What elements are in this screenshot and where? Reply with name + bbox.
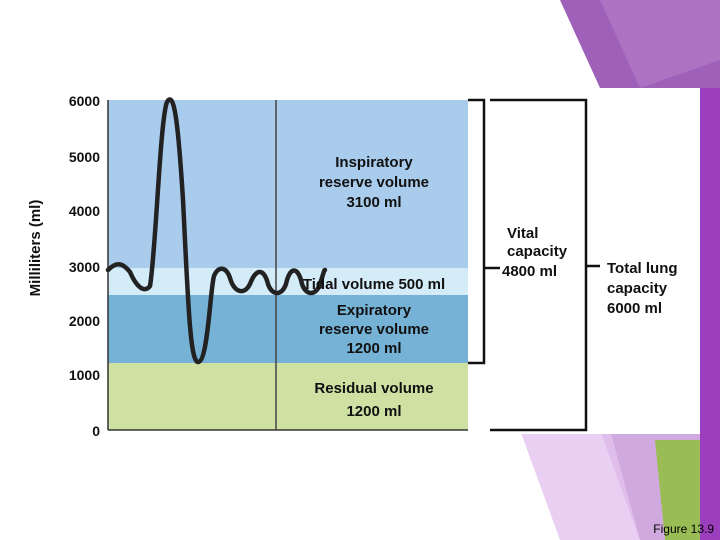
purple-facet-light [600,0,720,88]
inspiratory-reserve-band [108,100,468,268]
vital-capacity-label: capacity [507,243,568,260]
expiratory-reserve-value: 1200 ml [346,340,401,357]
y-tick-1000: 1000 [69,367,100,383]
y-tick-0: 0 [92,423,100,439]
residual-volume-band [108,363,468,430]
total-lung-capacity-label: Total lung [607,260,678,277]
total-lung-capacity-value: 6000 ml [607,300,662,317]
y-tick-6000: 6000 [69,93,100,109]
vital-capacity-bracket [468,98,486,365]
inspiratory-reserve-value: 3100 ml [346,194,401,211]
residual-volume-value: 1200 ml [346,403,401,420]
inspiratory-reserve-label: Inspiratory [335,154,413,171]
y-tick-3000: 3000 [69,259,100,275]
y-tick-5000: 5000 [69,149,100,165]
y-axis-label: Milliliters (ml) [27,200,44,297]
y-tick-2000: 2000 [69,313,100,329]
expiratory-reserve-label: Expiratory [337,302,412,319]
purple-facet-right-strip [700,88,720,540]
figure-caption: Figure 13.9 [653,522,714,536]
vital-capacity-value: 4800 ml [502,263,557,280]
residual-volume-label: Residual volume [314,380,433,397]
green-facet-bottom [655,440,700,540]
tidal-volume-label: Tidal volume 500 ml [303,276,445,293]
y-tick-4000: 4000 [69,203,100,219]
total-lung-capacity-label: capacity [607,280,668,297]
pink-facet-bottom [520,430,640,540]
expiratory-reserve-label: reserve volume [319,321,429,338]
vital-capacity-label: Vital [507,225,538,242]
spirogram-trace [105,97,328,365]
inspiratory-reserve-label: reserve volume [319,174,429,191]
expiratory-reserve-band [108,295,468,363]
